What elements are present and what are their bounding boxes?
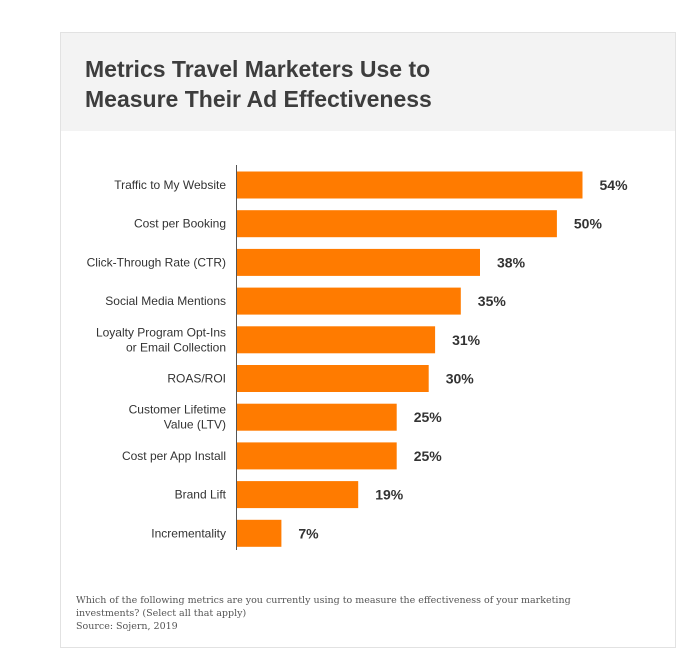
category-label: Brand Lift [175,488,227,502]
value-label: 50% [574,216,603,232]
chart-title: Metrics Travel Marketers Use to Measure … [85,54,625,114]
value-label: 7% [298,525,319,541]
bar [236,481,359,509]
bar [236,287,461,315]
value-label: 25% [414,448,443,464]
value-label: 31% [452,332,481,348]
chart-card: Metrics Travel Marketers Use to Measure … [60,32,676,648]
category-label: or Email Collection [126,340,226,354]
bar [236,365,429,392]
bar [236,171,583,199]
value-label: 25% [414,409,443,425]
category-label: Social Media Mentions [105,294,226,308]
value-label: 19% [375,487,404,503]
bar [236,210,557,238]
bar [236,519,282,547]
source-note: Source: Sojern, 2019 [76,621,178,632]
footnote: Which of the following metrics are you c… [76,594,636,633]
category-label: Cost per Booking [134,217,226,231]
category-label: Customer Lifetime [129,403,227,417]
category-label: Click-Through Rate (CTR) [87,255,226,269]
category-label: Loyalty Program Opt-Ins [96,325,226,339]
value-label: 35% [478,293,507,309]
category-label: ROAS/ROI [167,372,226,386]
value-label: 38% [497,254,526,270]
category-label: Traffic to My Website [114,178,226,192]
category-label: Value (LTV) [164,418,226,432]
chart-title-line-2: Measure Their Ad Effectiveness [85,86,432,112]
chart-header: Metrics Travel Marketers Use to Measure … [61,33,675,131]
value-label: 30% [446,371,475,387]
bar [236,248,480,276]
category-label: Cost per App Install [122,449,226,463]
bar [236,442,397,470]
bar [236,326,436,354]
chart-title-line-1: Metrics Travel Marketers Use to [85,56,431,82]
category-label: Incrementality [151,526,226,540]
bar [236,403,397,431]
survey-question: Which of the following metrics are you c… [76,595,571,619]
value-label: 54% [600,177,629,193]
